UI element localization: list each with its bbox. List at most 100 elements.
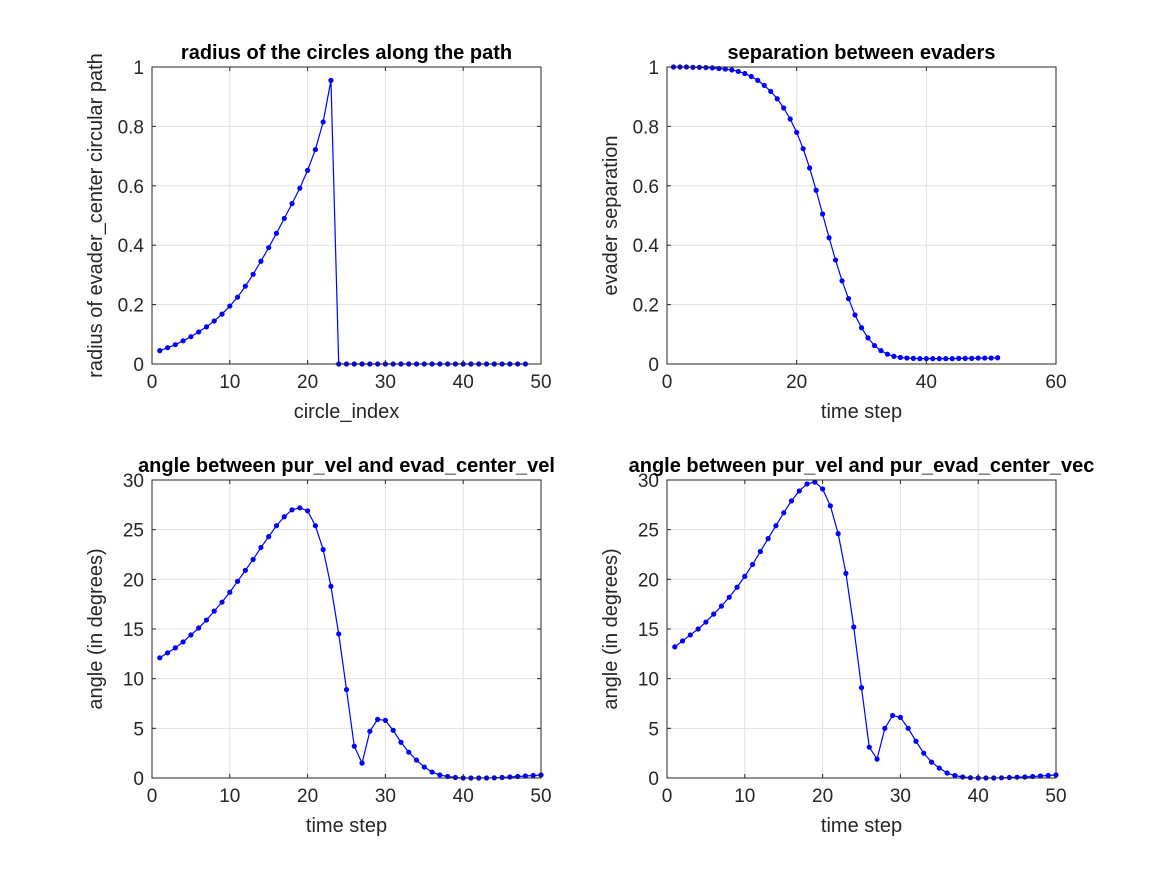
x-tick-label: 30 [890,786,911,807]
data-point [429,769,435,775]
x-axis-label: time step [306,815,387,837]
data-point [891,353,897,359]
data-point [180,338,186,344]
y-tick-label: 0 [133,769,144,790]
x-tick-label: 20 [297,372,318,393]
x-tick-label: 60 [1045,372,1066,393]
ticks: 0 20 40 60 0 0.2 0.4 0.6 0.8 1 [633,58,1067,393]
data-point [910,355,916,361]
data-point [734,584,740,590]
data-point [729,67,735,73]
y-tick-label: 15 [123,620,144,641]
data-point [812,479,818,485]
data-point [949,356,955,362]
data-point [742,70,748,77]
data-point [956,355,962,361]
grid [666,66,1057,365]
y-axis-label: evader separation [600,135,622,295]
y-tick-label: 10 [638,670,659,691]
data-point [266,534,272,540]
x-tick-label: 40 [916,372,937,393]
x-tick-label: 0 [147,786,158,807]
data-point [343,686,350,693]
data-point [188,334,194,340]
data-point [227,303,233,309]
data-point [157,348,163,354]
data-point [813,187,819,193]
data-point [336,631,342,637]
series-line [674,481,1057,779]
data-point [852,312,858,318]
grid [151,66,542,365]
x-axis-label: time step [821,815,902,837]
data-point [196,329,202,335]
data-point [711,611,717,617]
data-point [203,617,210,623]
y-tick-label: 0 [648,769,659,790]
data-point [866,744,872,750]
data-point [367,728,373,734]
data-point [943,356,949,362]
data-point [820,211,826,217]
data-point [312,523,318,529]
data-point [234,294,241,300]
data-point [952,772,958,779]
x-tick-label: 20 [297,786,318,807]
y-axis-label: angle (in degrees) [600,548,622,709]
data-point [250,271,256,277]
data-point [530,772,536,779]
y-tick-label: 0.8 [633,117,659,138]
radius-subplot: 0 10 20 30 40 50 0 0.2 0.4 0.6 0.8 1 radius of the … [85,42,552,423]
data-point [266,244,272,251]
data-point [718,603,725,609]
data-point [905,725,911,731]
x-tick-label: 10 [219,372,240,393]
data-point [871,342,878,349]
data-point [1022,774,1028,780]
data-point [695,626,701,632]
x-tick-label: 40 [453,372,474,393]
data-point [180,639,186,645]
data-point [742,573,748,579]
subplot-title: angle between pur_vel and pur_evad_cente… [629,455,1095,477]
data-point [709,65,715,71]
series-line [673,66,998,360]
data-point [242,283,248,289]
grid [666,479,1057,779]
data-point [679,638,686,644]
data-point [781,105,787,111]
data-point [995,355,1001,361]
data-point [413,757,420,763]
data-point [312,146,318,153]
data-point [305,508,311,514]
data-point [768,88,774,94]
y-tick-label: 30 [123,471,144,492]
subplot-title: separation between evaders [728,42,996,64]
data-point [761,82,767,89]
data-point [234,578,241,584]
data-point [1014,774,1020,780]
x-tick-label: 0 [147,372,158,393]
data-markers [157,505,544,781]
y-tick-label: 25 [638,521,659,542]
data-point [359,760,365,766]
data-point [755,77,761,83]
data-point [273,230,280,236]
data-point [890,712,896,719]
y-tick-label: 5 [648,719,659,740]
x-tick-label: 50 [1045,786,1066,807]
data-point [975,355,981,361]
data-point [507,774,513,780]
data-point [687,632,693,638]
x-tick-label: 20 [786,372,807,393]
data-point [351,743,357,749]
data-point [382,717,388,723]
data-point [944,770,950,776]
data-point [258,544,264,551]
data-point [281,215,287,222]
data-point [219,311,225,317]
axes-box [151,66,542,365]
data-point [320,546,326,553]
data-point [172,645,178,651]
y-axis-label: angle (in degrees) [85,548,107,709]
